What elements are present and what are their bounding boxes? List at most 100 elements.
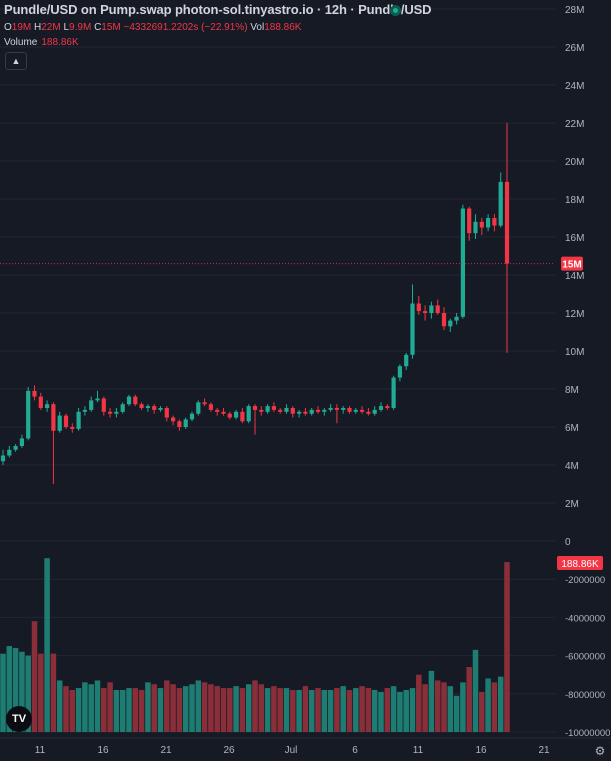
volume-bar — [447, 686, 454, 732]
symbol-title[interactable]: Pundle/USD on Pump.swap photon-sol.tinya… — [4, 2, 432, 17]
candle-body — [51, 404, 56, 431]
volume-bar — [384, 688, 391, 732]
candle-body — [240, 411, 245, 422]
time-tick-label: 16 — [475, 745, 487, 756]
volume-tick-label: -6000000 — [565, 652, 605, 663]
candle-body — [341, 408, 346, 410]
volume-bar — [94, 680, 101, 732]
volume-bar — [145, 682, 151, 732]
volume-bar — [151, 684, 157, 732]
volume-bar — [466, 667, 472, 732]
close-value: 15M — [101, 22, 121, 33]
volume-bar — [6, 646, 13, 732]
volume-bar — [271, 686, 277, 732]
price-tick-label: 28M — [565, 5, 584, 16]
price-tick-label: 16M — [565, 233, 584, 244]
volume-bar — [208, 684, 214, 732]
volume-bar — [138, 689, 145, 732]
price-tick-label: 2M — [565, 499, 579, 510]
price-tick-label: 26M — [565, 43, 584, 54]
volume-bar — [239, 688, 246, 732]
volume-bar — [491, 682, 498, 732]
volume-bar — [378, 691, 384, 732]
volume-bar — [214, 686, 220, 732]
candle-body — [429, 305, 434, 313]
time-tick-label: 26 — [223, 745, 235, 756]
candle-body — [378, 406, 384, 410]
candle-body — [89, 400, 94, 410]
candle-body — [101, 398, 106, 412]
volume-bar — [233, 686, 239, 732]
candle-body — [13, 446, 18, 450]
volume-bar — [44, 558, 50, 732]
time-tick-label: Jul — [285, 745, 298, 756]
candle-body — [353, 409, 358, 412]
volume-bar — [31, 621, 38, 732]
volume-bar — [371, 689, 378, 732]
candle-body — [334, 408, 339, 410]
candle-body — [202, 402, 207, 405]
candle-body — [416, 303, 421, 312]
close-key: C — [94, 22, 102, 33]
volume-bar — [302, 686, 309, 732]
candle-body — [133, 396, 138, 405]
vol-key: Vol — [250, 22, 265, 33]
volume-bar — [315, 688, 321, 732]
volume-bar — [390, 686, 397, 732]
volume-bar — [182, 686, 189, 732]
volume-bar — [56, 680, 63, 732]
price-tick-label: 10M — [565, 347, 584, 358]
tradingview-logo-icon[interactable]: TV — [6, 706, 32, 732]
candle-body — [328, 408, 333, 410]
candle-body — [372, 409, 377, 414]
candle-body — [196, 402, 201, 414]
volume-bar — [327, 689, 334, 732]
candle-body — [252, 406, 258, 410]
candle-body — [38, 396, 43, 408]
volume-label[interactable]: Volume — [4, 37, 38, 48]
time-tick-label: 11 — [413, 745, 424, 756]
gear-icon[interactable]: ⚙ — [594, 744, 606, 758]
volume-bar — [296, 689, 302, 732]
candle-body — [120, 404, 125, 412]
volume-bar — [132, 688, 139, 732]
candle-body — [479, 221, 484, 228]
vol-value: 188.86K — [264, 22, 302, 33]
low-value: 9.9M — [69, 22, 92, 33]
candle-body — [315, 409, 321, 412]
time-tick-label: 6 — [352, 745, 358, 756]
candle-body — [435, 305, 440, 313]
candle-body — [227, 413, 232, 418]
candle-body — [498, 181, 503, 226]
last-price-label: 15M — [562, 260, 581, 271]
volume-bar — [113, 689, 120, 732]
volume-bar — [434, 680, 441, 732]
volume-legend: Volume 188.86K — [4, 37, 79, 48]
candle-body — [290, 408, 295, 414]
candle-body — [145, 406, 150, 408]
price-tick-label: 20M — [565, 157, 584, 168]
candle-body — [246, 406, 251, 422]
change-value: −4332691.2202s (−22.91%) — [123, 22, 248, 33]
volume-bar — [38, 653, 44, 732]
candle-body — [114, 411, 119, 414]
volume-bar — [416, 674, 422, 732]
volume-bar — [50, 653, 57, 732]
volume-bar — [245, 684, 252, 732]
candle-body — [385, 406, 390, 408]
candle-body — [108, 411, 113, 414]
time-tick-label: 21 — [538, 745, 550, 756]
chevron-up-icon[interactable]: ▲ — [5, 52, 27, 70]
candle-body — [126, 396, 132, 405]
volume-bar — [497, 676, 504, 732]
candle-body — [7, 449, 12, 456]
high-value: 22M — [41, 22, 61, 33]
market-status-icon[interactable] — [390, 5, 401, 16]
volume-bar — [164, 680, 170, 732]
candle-body — [189, 413, 195, 420]
candle-body — [82, 409, 87, 412]
volume-bar — [119, 689, 126, 732]
price-tick-label: 24M — [565, 81, 584, 92]
candle-body — [95, 398, 100, 401]
